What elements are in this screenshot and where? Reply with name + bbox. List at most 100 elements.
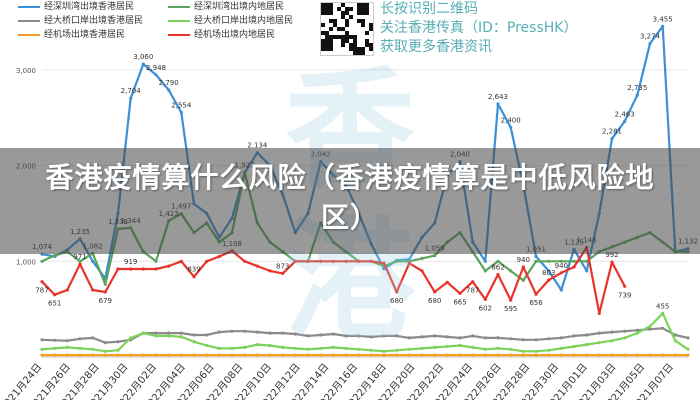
data-point (534, 353, 538, 357)
qr-module (321, 11, 325, 15)
data-point (154, 73, 158, 77)
data-point (344, 259, 348, 263)
data-point (293, 353, 297, 357)
legend-label: 经大桥口岸出境香港居民 (44, 16, 144, 26)
legend-swatch (18, 33, 40, 36)
legend-label: 经大桥口岸出境内地居民 (194, 16, 294, 26)
data-point (179, 331, 183, 335)
qr-module (329, 39, 333, 43)
data-point (445, 353, 449, 357)
data-label: 3,060 (133, 53, 153, 61)
data-point (91, 353, 95, 357)
data-point (65, 345, 69, 349)
data-point (445, 280, 449, 284)
qr-module (329, 27, 333, 31)
qr-module (369, 43, 373, 47)
qr-module (329, 35, 333, 39)
data-point (141, 62, 145, 66)
data-point (154, 267, 158, 271)
qr-module (365, 39, 369, 43)
data-label: 651 (48, 300, 61, 308)
data-point (623, 336, 627, 340)
data-point (534, 259, 538, 263)
data-point (420, 346, 424, 350)
qr-module (341, 35, 345, 39)
qr-module (357, 19, 361, 23)
data-point (534, 349, 538, 353)
data-point (53, 353, 57, 357)
data-point (635, 93, 639, 97)
qr-code[interactable] (320, 2, 374, 56)
data-label: 739 (618, 291, 631, 299)
legend-item: 经机场出境内地居民 (168, 28, 275, 42)
data-point (610, 353, 614, 357)
qr-module (321, 3, 325, 7)
data-point (103, 282, 107, 286)
qr-module (325, 35, 329, 39)
data-point (91, 259, 95, 263)
data-point (547, 259, 551, 263)
qr-module (345, 31, 349, 35)
data-point (53, 338, 57, 342)
legend-label: 经机场出境香港居民 (44, 30, 126, 40)
data-point (331, 353, 335, 357)
data-label: 665 (453, 298, 466, 306)
data-point (306, 347, 310, 351)
data-label: 602 (479, 304, 492, 312)
data-point (319, 333, 323, 337)
data-point (40, 259, 44, 263)
data-point (521, 349, 525, 353)
data-point (445, 344, 449, 349)
data-label: 2,134 (247, 142, 268, 150)
data-point (319, 346, 323, 350)
data-point (458, 291, 462, 295)
qr-module (353, 35, 357, 39)
data-label: 971 (73, 253, 86, 261)
data-point (395, 290, 399, 294)
qr-module (325, 11, 329, 15)
data-point (357, 347, 361, 351)
data-point (281, 271, 285, 275)
data-label: 455 (656, 302, 669, 310)
data-point (78, 353, 82, 357)
data-point (420, 353, 424, 357)
data-point (661, 326, 665, 330)
data-point (521, 353, 525, 357)
data-point (230, 353, 234, 357)
data-point (458, 336, 462, 340)
legend-swatch (18, 5, 40, 8)
data-point (483, 259, 487, 263)
data-point (661, 311, 665, 315)
data-point (597, 341, 601, 345)
data-point (179, 353, 183, 357)
data-point (116, 353, 120, 357)
qr-module (353, 51, 357, 55)
data-point (281, 345, 285, 349)
data-point (547, 353, 551, 357)
data-point (433, 254, 437, 258)
qr-module (325, 3, 329, 7)
qr-module (321, 47, 325, 51)
data-point (167, 331, 171, 335)
data-point (572, 334, 576, 338)
qr-module (357, 3, 361, 7)
data-point (471, 353, 475, 357)
legend-swatch (168, 33, 190, 36)
data-point (40, 280, 44, 284)
qr-module (325, 31, 329, 35)
data-point (610, 260, 614, 264)
data-point (433, 290, 437, 294)
data-point (344, 353, 348, 357)
data-point (243, 345, 247, 349)
data-point (521, 265, 525, 269)
data-point (306, 353, 310, 357)
data-point (205, 333, 209, 337)
qr-module (325, 43, 329, 47)
data-point (610, 339, 614, 343)
qr-module (357, 11, 361, 15)
data-point (179, 110, 183, 115)
data-point (572, 259, 576, 263)
qr-module (321, 43, 325, 47)
data-point (103, 353, 107, 357)
data-point (116, 267, 120, 271)
